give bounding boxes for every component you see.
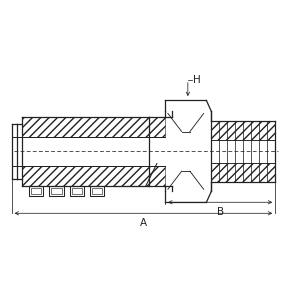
Polygon shape — [90, 186, 104, 196]
Polygon shape — [31, 188, 41, 194]
Polygon shape — [212, 121, 275, 140]
Polygon shape — [49, 186, 64, 196]
Polygon shape — [212, 163, 275, 182]
Polygon shape — [22, 166, 148, 186]
Polygon shape — [148, 117, 165, 137]
Polygon shape — [70, 186, 84, 196]
Text: B: B — [217, 207, 224, 217]
Polygon shape — [72, 188, 82, 194]
Polygon shape — [92, 188, 102, 194]
Polygon shape — [29, 186, 43, 196]
Text: A: A — [140, 218, 147, 228]
Text: H: H — [193, 75, 201, 85]
Polygon shape — [51, 188, 62, 194]
Polygon shape — [22, 117, 148, 137]
Polygon shape — [148, 166, 165, 186]
